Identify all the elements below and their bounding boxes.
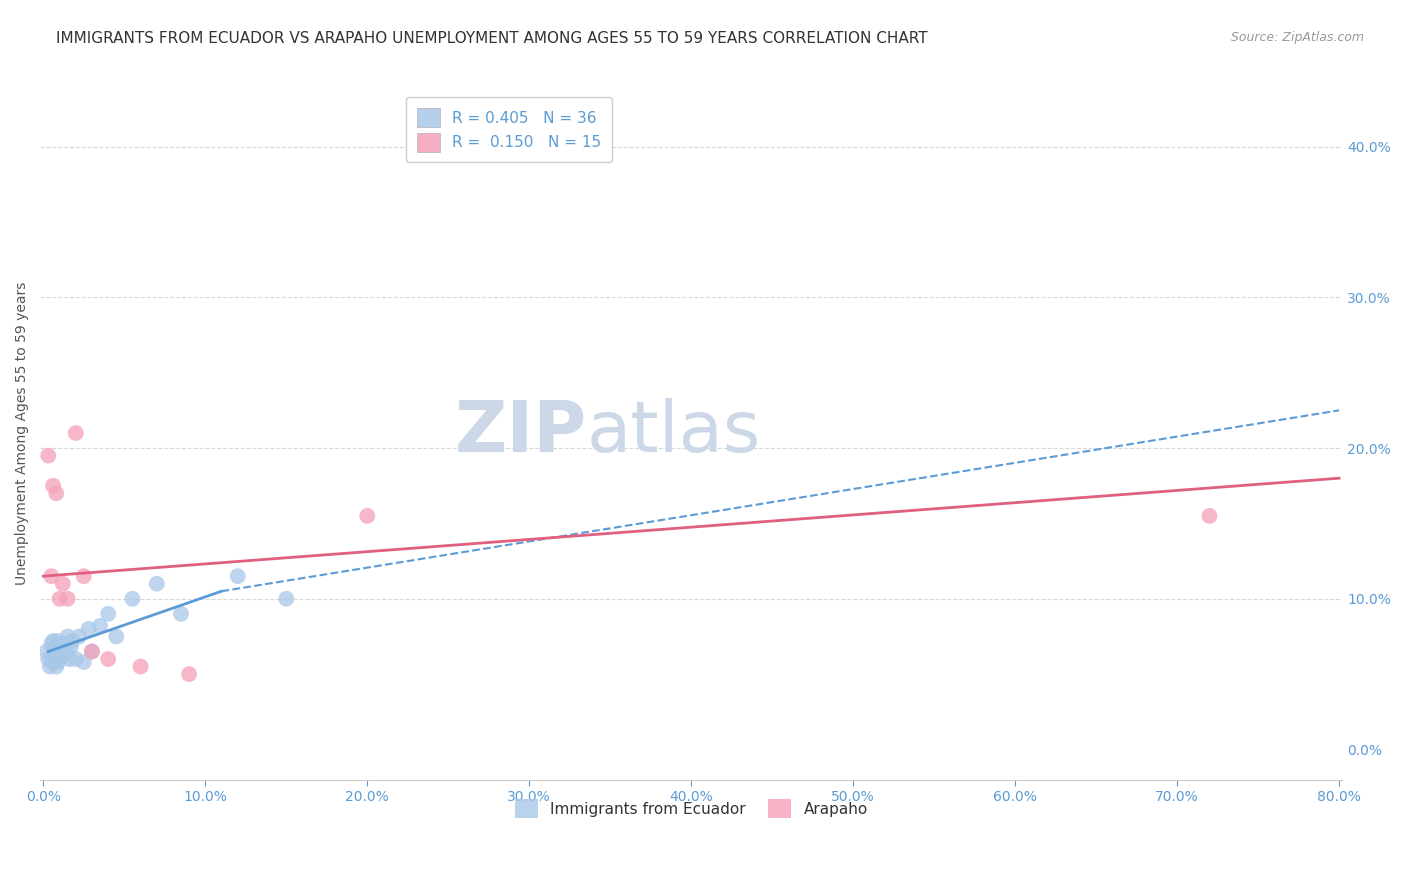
Text: atlas: atlas xyxy=(588,399,762,467)
Point xyxy=(55,644,77,658)
Point xyxy=(48,652,70,666)
Y-axis label: Unemployment Among Ages 55 to 59 years: Unemployment Among Ages 55 to 59 years xyxy=(15,281,30,584)
Point xyxy=(35,644,58,658)
Point xyxy=(105,629,128,643)
Point xyxy=(45,659,67,673)
Point xyxy=(42,634,65,648)
Point xyxy=(129,659,152,673)
Point xyxy=(38,659,60,673)
Point xyxy=(56,629,79,643)
Point xyxy=(42,479,65,493)
Point xyxy=(67,629,90,643)
Point xyxy=(80,644,103,658)
Point xyxy=(226,569,249,583)
Point xyxy=(73,655,96,669)
Point xyxy=(170,607,193,621)
Point xyxy=(44,640,66,654)
Point xyxy=(48,591,70,606)
Point xyxy=(45,644,67,658)
Point xyxy=(97,652,120,666)
Point xyxy=(41,569,63,583)
Point xyxy=(97,607,120,621)
Point xyxy=(356,508,378,523)
Point xyxy=(44,652,66,666)
Text: IMMIGRANTS FROM ECUADOR VS ARAPAHO UNEMPLOYMENT AMONG AGES 55 TO 59 YEARS CORREL: IMMIGRANTS FROM ECUADOR VS ARAPAHO UNEMP… xyxy=(56,31,928,46)
Point xyxy=(45,486,67,500)
Text: Source: ZipAtlas.com: Source: ZipAtlas.com xyxy=(1230,31,1364,45)
Point xyxy=(46,655,69,669)
Point xyxy=(51,640,73,654)
Point xyxy=(41,655,63,669)
Legend: Immigrants from Ecuador, Arapaho: Immigrants from Ecuador, Arapaho xyxy=(509,793,875,824)
Text: ZIP: ZIP xyxy=(454,399,588,467)
Point xyxy=(89,619,111,633)
Point xyxy=(179,667,201,681)
Point xyxy=(73,569,96,583)
Point xyxy=(52,648,75,663)
Point xyxy=(42,648,65,663)
Point xyxy=(65,425,87,440)
Point xyxy=(62,634,84,648)
Point xyxy=(37,449,59,463)
Point xyxy=(48,644,70,658)
Point xyxy=(145,576,167,591)
Point xyxy=(53,637,76,651)
Point xyxy=(121,591,143,606)
Point xyxy=(65,652,87,666)
Point xyxy=(52,576,75,591)
Point xyxy=(41,637,63,651)
Point xyxy=(80,644,103,658)
Point xyxy=(77,622,100,636)
Point xyxy=(1198,508,1220,523)
Point xyxy=(37,652,59,666)
Point xyxy=(46,634,69,648)
Point xyxy=(58,652,80,666)
Point xyxy=(56,591,79,606)
Point xyxy=(276,591,298,606)
Point xyxy=(59,640,82,654)
